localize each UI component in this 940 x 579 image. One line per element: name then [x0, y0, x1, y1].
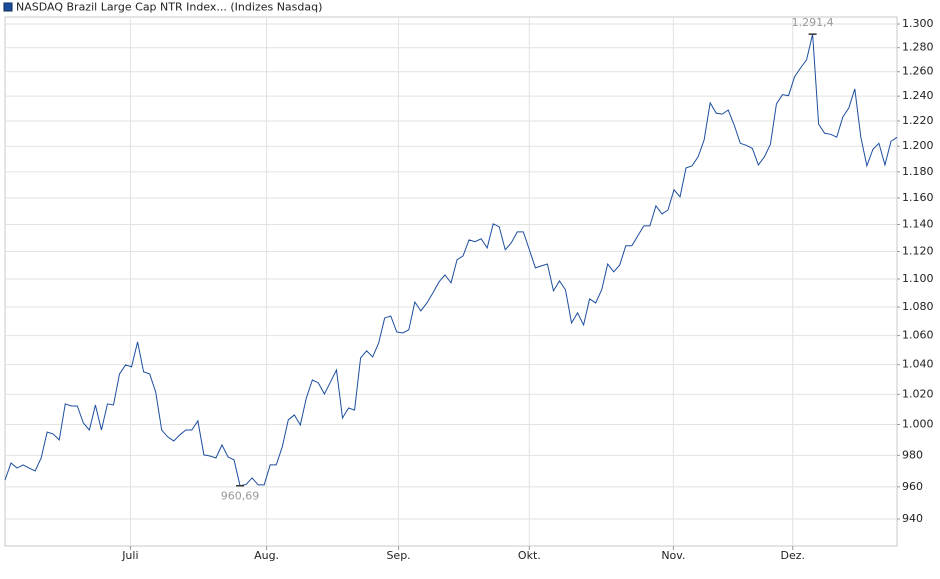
y-tick-label: 1.000 — [902, 418, 934, 431]
y-tick-label: 1.100 — [902, 272, 934, 285]
y-tick-label: 1.240 — [902, 89, 934, 102]
x-tick-label: Nov. — [661, 549, 685, 562]
y-tick-label: 1.280 — [902, 41, 934, 54]
y-tick-label: 1.020 — [902, 387, 934, 400]
y-tick-label: 940 — [902, 512, 923, 525]
extreme-label: 1.291,4 — [792, 16, 834, 29]
x-tick-label: Okt. — [518, 549, 541, 562]
x-tick-label: Juli — [121, 549, 138, 562]
x-tick-label: Sep. — [386, 549, 410, 562]
y-tick-label: 1.060 — [902, 329, 934, 342]
y-tick-label: 1.160 — [902, 191, 934, 204]
extreme-label: 960,69 — [221, 490, 260, 503]
y-tick-label: 980 — [902, 448, 923, 461]
line-series — [4, 34, 898, 487]
legend-label: NASDAQ Brazil Large Cap NTR Index... (In… — [16, 1, 322, 14]
y-tick-label: 1.220 — [902, 114, 934, 127]
y-tick-label: 1.180 — [902, 165, 934, 178]
y-tick-label: 1.040 — [902, 358, 934, 371]
x-tick-label: Aug. — [254, 549, 279, 562]
y-tick-label: 1.120 — [902, 245, 934, 258]
y-tick-label: 1.140 — [902, 218, 934, 231]
y-tick-label: 1.300 — [902, 17, 934, 30]
legend-swatch — [3, 2, 13, 12]
y-tick-label: 960 — [902, 480, 923, 493]
y-tick-label: 1.200 — [902, 139, 934, 152]
y-tick-label: 1.260 — [902, 65, 934, 78]
y-tick-label: 1.080 — [902, 300, 934, 313]
x-tick-label: Dez. — [780, 549, 805, 562]
